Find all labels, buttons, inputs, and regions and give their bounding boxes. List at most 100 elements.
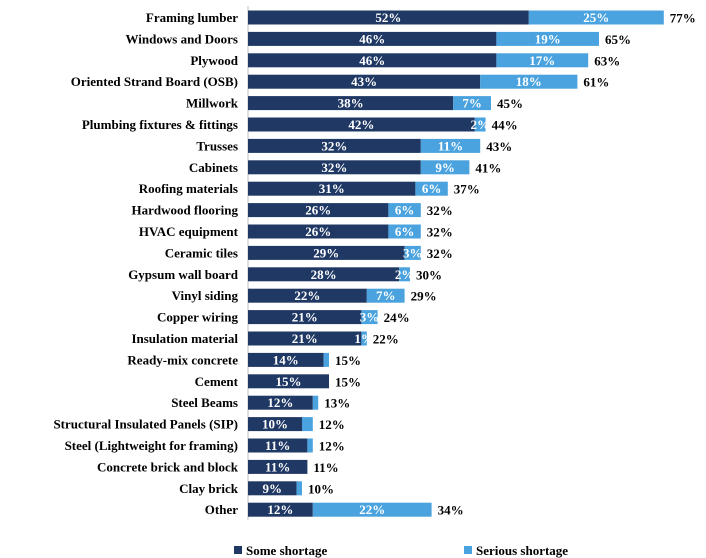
category-label: Plumbing fixtures & fittings [82,117,238,132]
category-label: Steel (Lightweight for framing) [65,438,238,453]
total-label: 15% [335,353,361,368]
data-label-some-shortage: 26% [305,203,331,218]
data-label-some-shortage: 32% [321,138,347,153]
data-label-serious-shortage: 2% [395,267,415,282]
category-label: Copper wiring [157,310,239,325]
data-label-some-shortage: 12% [267,502,293,517]
data-label-serious-shortage: 19% [535,31,561,46]
total-label: 22% [373,332,399,347]
bar-some-shortage [248,374,329,389]
total-label: 32% [427,225,453,240]
legend-swatch-serious-shortage [464,546,472,554]
data-label-serious-shortage: 2% [470,117,490,132]
total-label: 11% [313,460,338,475]
category-label: Ceramic tiles [165,245,238,260]
data-label-serious-shortage: 25% [583,10,609,25]
data-label-serious-shortage: 7% [462,96,482,111]
category-label: Millwork [186,96,239,111]
category-label: Windows and Doors [126,31,238,46]
bar-serious-shortage [474,117,486,132]
bar-serious-shortage [420,160,470,175]
data-label-some-shortage: 43% [351,74,377,89]
data-label-some-shortage: 11% [265,438,290,453]
data-label-serious-shortage: 6% [422,181,442,196]
bar-serious-shortage [361,331,367,346]
data-label-some-shortage: 32% [321,160,347,175]
total-label: 30% [416,267,442,282]
total-label: 15% [335,374,361,389]
bar-some-shortage [248,459,308,474]
bar-serious-shortage [415,181,448,196]
data-label-serious-shortage: 11% [438,138,463,153]
total-label: 37% [454,182,480,197]
data-label-some-shortage: 28% [311,267,337,282]
category-label: Trusses [196,138,238,153]
data-label-some-shortage: 11% [265,459,290,474]
category-label: Clay brick [179,481,239,496]
bar-some-shortage [248,417,302,432]
bar-serious-shortage [496,31,599,46]
bar-serious-shortage [307,438,313,453]
bar-serious-shortage [528,10,664,25]
total-label: 32% [427,203,453,218]
legend-label-serious-shortage: Serious shortage [476,543,568,558]
bar-serious-shortage [496,53,589,68]
data-label-some-shortage: 15% [276,374,302,389]
category-label: Cement [195,374,239,389]
bar-some-shortage [248,138,421,153]
data-label-serious-shortage: 3% [360,310,380,325]
bar-some-shortage [248,502,313,517]
data-label-some-shortage: 42% [348,117,374,132]
bar-some-shortage [248,96,454,111]
bar-serious-shortage [312,502,432,517]
bar-some-shortage [248,395,313,410]
data-label-some-shortage: 12% [267,395,293,410]
data-label-some-shortage: 31% [319,181,345,196]
data-label-serious-shortage: 22% [359,502,385,517]
bar-serious-shortage [453,96,491,111]
bar-some-shortage [248,53,497,68]
bar-some-shortage [248,352,324,367]
total-label: 44% [492,118,518,133]
category-label: Roofing materials [139,181,238,196]
category-label: Gypsum wall board [128,267,239,282]
category-label: Concrete brick and block [97,459,239,474]
category-label: HVAC equipment [139,224,239,239]
bar-some-shortage [248,288,367,303]
bar-some-shortage [248,224,389,239]
data-label-serious-shortage: 6% [395,203,415,218]
bar-some-shortage [248,10,529,25]
total-label: 34% [438,503,464,518]
category-label: Hardwood flooring [131,203,238,218]
category-label: Plywood [190,53,238,68]
bar-serious-shortage [296,481,302,496]
data-label-some-shortage: 21% [292,331,318,346]
bar-some-shortage [248,160,421,175]
bar-some-shortage [248,481,297,496]
bar-serious-shortage [480,74,578,89]
total-label: 65% [605,32,631,47]
bar-serious-shortage [361,310,378,325]
total-label: 63% [594,53,620,68]
data-label-serious-shortage: 3% [403,245,423,260]
bar-some-shortage [248,438,308,453]
data-label-serious-shortage: 9% [435,160,455,175]
data-label-some-shortage: 10% [262,417,288,432]
data-label-some-shortage: 29% [313,245,339,260]
legend-label-some-shortage: Some shortage [246,543,327,558]
bar-serious-shortage [312,395,319,410]
data-label-some-shortage: 21% [292,310,318,325]
data-label-serious-shortage: 6% [395,224,415,239]
total-label: 43% [486,139,512,154]
bar-some-shortage [248,310,362,325]
category-label: Other [205,502,238,517]
data-label-some-shortage: 52% [375,10,401,25]
bar-serious-shortage [323,352,329,367]
category-label: Steel Beams [171,395,238,410]
data-label-serious-shortage: 1% [354,331,374,346]
total-label: 77% [670,11,696,26]
category-label: Framing lumber [146,10,238,25]
category-label: Insulation material [131,331,238,346]
bar-serious-shortage [366,288,405,303]
